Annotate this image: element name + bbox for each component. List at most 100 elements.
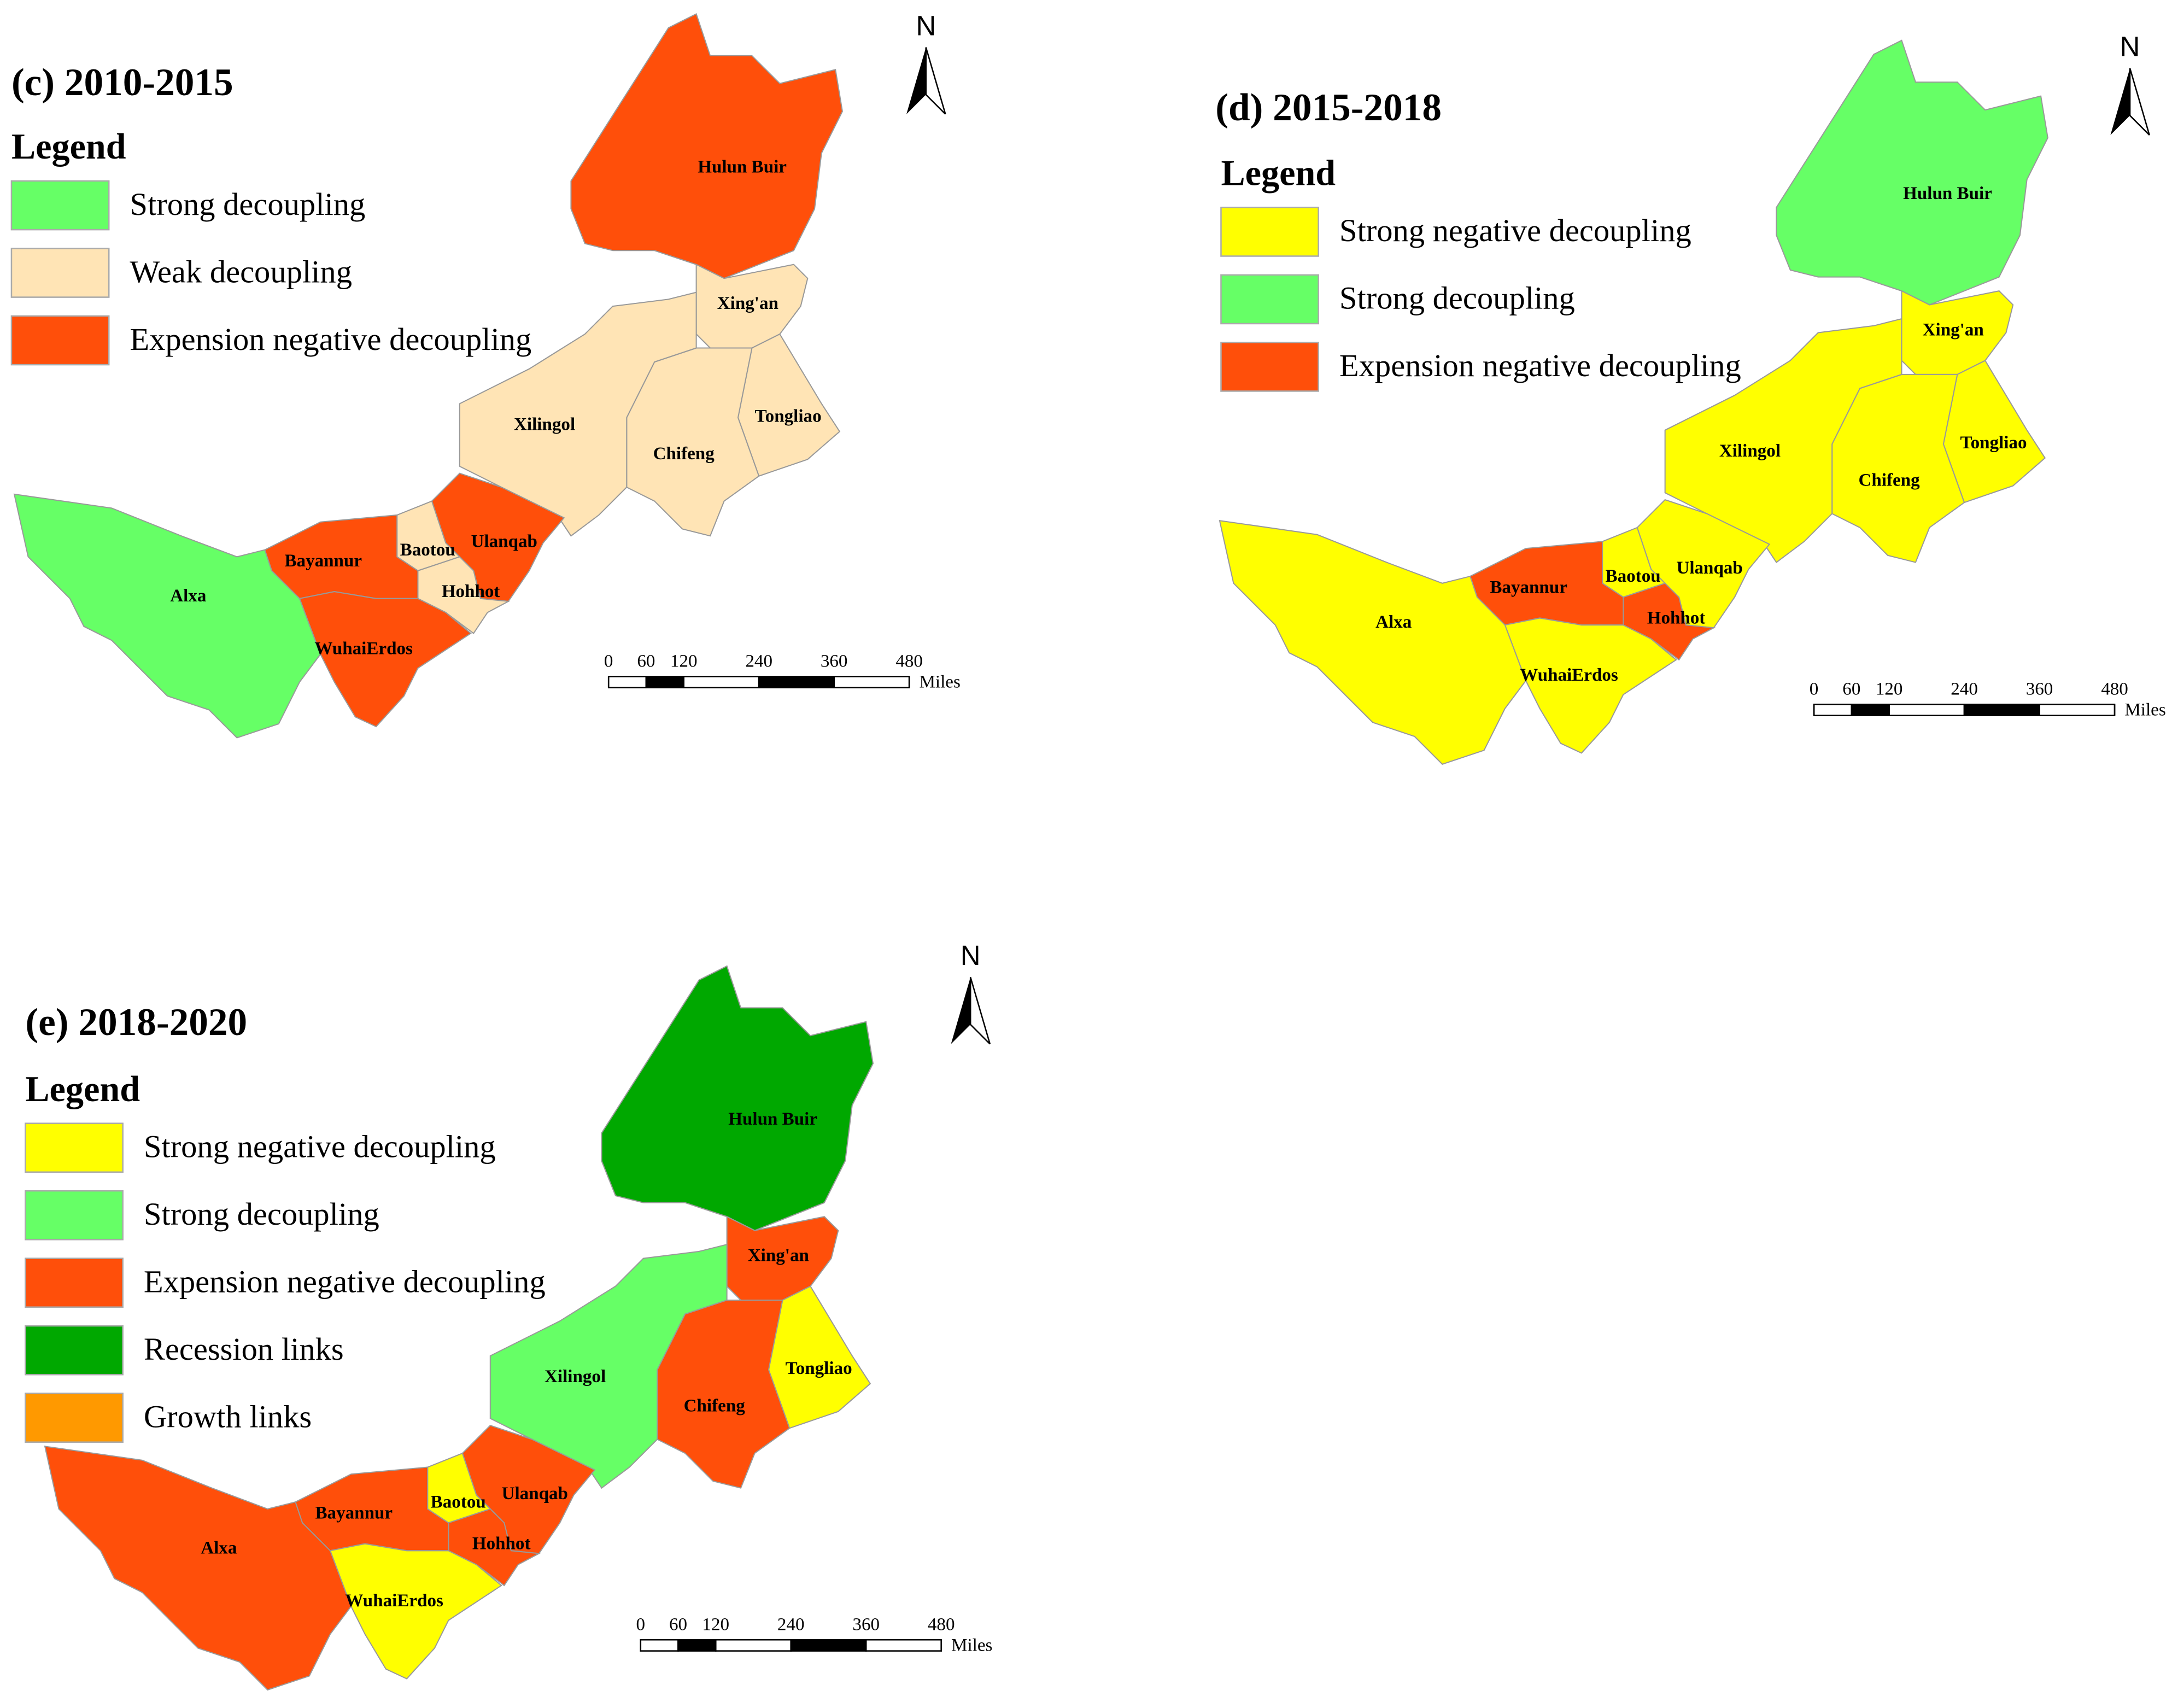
region [1942,360,2046,504]
region-label: Bayannur [315,1504,393,1523]
legend-swatch [25,1190,124,1241]
legend-title: Legend [11,127,126,167]
legend-swatch [1220,274,1319,325]
scale-segment [1851,704,1890,716]
scale-tick-label: 240 [1951,679,1978,699]
legend-label: Strong negative decoupling [144,1128,496,1164]
north-arrow [906,47,926,114]
region-label: Ulanqab [1676,558,1742,578]
scale-tick-label: 60 [1842,679,1860,699]
scale-tick-label: 120 [670,652,698,671]
scale-tick-label: 360 [2026,679,2053,699]
scale-tick-label: 480 [895,652,923,671]
region-label: Tongliao [786,1359,852,1378]
region-label: WuhaiErdos [1520,665,1618,685]
legend-swatch [25,1257,124,1308]
region-label: Alxa [201,1538,237,1558]
scale-segment [715,1639,792,1652]
legend-label: Expension negative decoupling [130,321,531,357]
scale-tick-label: 480 [928,1615,955,1634]
map: Hulun Buir Xing'an Tongliao Chifeng Xilingol… [1219,39,2048,765]
region [1504,617,1677,754]
region-label: Xing'an [748,1246,809,1266]
region-label: Chifeng [684,1396,746,1416]
legend-title: Legend [25,1069,140,1109]
region-label: Baotou [400,540,455,560]
map: Hulun Buir Xing'an Tongliao Chifeng Xilingol… [13,13,844,739]
north-arrow [969,976,991,1045]
scale-tick-label: 0 [1810,679,1819,699]
region [726,1215,839,1301]
scale-tick-label: 60 [637,652,655,671]
region-label: Tongliao [1960,433,2027,453]
scale-segment [683,676,760,689]
region [1901,290,2014,375]
legend-label: Recession links [144,1331,344,1367]
panel: Hulun Buir Xing'an Tongliao Chifeng Xilingol… [25,940,992,1691]
region-label: Hohhot [442,582,500,601]
region-label: Xilingol [1719,441,1781,461]
region-label: Hulun Buir [1903,184,1992,203]
region [44,1446,352,1691]
north-arrow [951,977,971,1044]
scale-segment [1813,704,1853,716]
north-arrow [925,47,946,115]
legend-label: Strong decoupling [144,1196,379,1232]
scale-segment [640,1639,679,1652]
legend-swatch [1220,342,1319,392]
region-label: WuhaiErdos [314,639,413,659]
region [13,493,321,739]
legend-swatch [25,1122,124,1173]
region-label: Xilingol [514,415,575,435]
panel-title: (e) 2018-2020 [25,1001,247,1044]
legend-swatch [10,180,110,231]
legend-swatch [10,248,110,298]
legend-label: Growth links [144,1399,312,1434]
legend-label: Strong negative decoupling [1339,213,1691,248]
region-label: Tongliao [755,406,822,426]
legend-swatch [1220,207,1319,257]
region-label: Alxa [170,586,207,606]
scale-segment [758,676,835,689]
scale-unit: Miles [2124,700,2165,720]
legend-label: Strong decoupling [130,186,365,222]
scale-unit: Miles [951,1636,992,1656]
scale-tick-label: 120 [1876,679,1903,699]
region [329,1543,502,1680]
region [737,333,841,477]
region-label: Ulanqab [471,532,537,552]
region-label: Hohhot [472,1534,531,1554]
scale-segment [865,1639,942,1652]
legend-swatch [10,315,110,366]
region [695,264,809,349]
scale-tick-label: 360 [821,652,848,671]
region-label: Xing'an [717,294,778,313]
region [768,1285,871,1429]
legend-label: Weak decoupling [130,254,352,289]
legend-label: Expension negative decoupling [144,1264,546,1299]
region [570,13,844,279]
scale-tick-label: 60 [669,1615,687,1634]
scale-tick-label: 360 [852,1615,880,1634]
region [601,965,874,1231]
region [1219,520,1527,765]
scale-unit: Miles [919,672,960,692]
scale-tick-label: 0 [604,652,613,671]
scale-segment [607,676,647,689]
north-label: N [961,940,981,971]
region-label: Chifeng [653,444,715,464]
panel: Hulun Buir Xing'an Tongliao Chifeng Xilingol… [10,10,961,739]
scale-tick-label: 120 [702,1615,729,1634]
panel: Hulun Buir Xing'an Tongliao Chifeng Xilingol… [1215,31,2166,765]
region-label: Bayannur [1490,578,1567,598]
region-label: Ulanqab [502,1484,568,1504]
scale-segment [833,676,910,689]
scale-segment [645,676,684,689]
north-label: N [916,10,936,41]
scale-segment [1888,704,1965,716]
region-label: Bayannur [284,551,362,571]
map: Hulun Buir Xing'an Tongliao Chifeng Xilingol… [44,965,874,1691]
north-arrow [2129,68,2150,136]
